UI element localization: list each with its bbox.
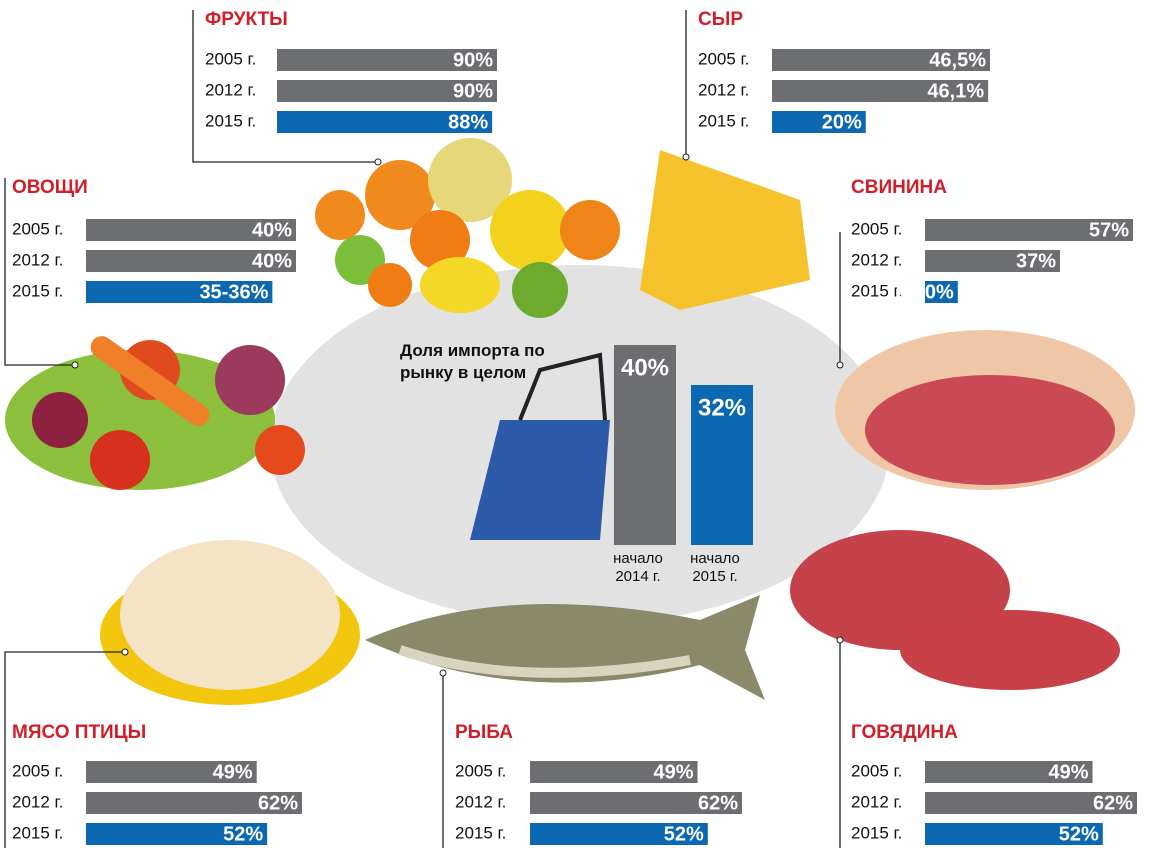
category-label: 2015 г.: [455, 823, 506, 842]
category-label: 2005 г.: [205, 49, 256, 68]
category-box: начало 2014 г.: [610, 550, 680, 594]
value-label: 20%: [822, 111, 862, 133]
value-label: 37%: [1016, 250, 1056, 272]
value-label: 40%: [252, 250, 292, 272]
value-label: 8-10%: [896, 281, 954, 303]
category-box: начало 2015 г.: [687, 550, 757, 594]
category-label: 2005 г.: [455, 761, 506, 780]
value-label: 88%: [448, 111, 488, 133]
cheese-illustration: [640, 150, 810, 310]
value-label: 32%: [698, 394, 746, 421]
category-label: 2012 г.: [12, 250, 63, 269]
value-label: 46,1%: [927, 80, 984, 102]
category-label: 2015 г.: [12, 281, 63, 300]
category-label: 2012 г.: [851, 250, 902, 269]
category-label: 2012 г.: [455, 792, 506, 811]
category-label: 2005 г.: [851, 219, 902, 238]
category-label: 2005 г.: [851, 761, 902, 780]
chart-title: СВИНИНА: [851, 177, 947, 198]
category-label: 2015 г.: [12, 823, 63, 842]
category-label: 2012 г.: [851, 792, 902, 811]
chart-title: МЯСО ПТИЦЫ: [12, 722, 146, 743]
chart-title: ФРУКТЫ: [205, 9, 288, 30]
value-label: 49%: [1049, 761, 1089, 783]
pork-illustration: [835, 330, 1135, 490]
value-label: 62%: [1093, 792, 1133, 814]
category-label: 2015 г.: [698, 111, 749, 130]
value-label: 52%: [664, 823, 704, 845]
value-label: 40%: [621, 354, 669, 381]
chart-title: ГОВЯДИНА: [851, 722, 958, 743]
category-label: 2005 г.: [12, 761, 63, 780]
value-label: 57%: [1089, 219, 1129, 241]
value-label: 49%: [213, 761, 253, 783]
value-label: 62%: [258, 792, 298, 814]
poultry-illustration: [100, 540, 360, 705]
category-label: 2012 г.: [12, 792, 63, 811]
value-label: 90%: [453, 49, 493, 71]
value-label: 52%: [1059, 823, 1099, 845]
value-label: 52%: [223, 823, 263, 845]
category-label: 2015 г.: [205, 111, 256, 130]
value-label: 40%: [252, 219, 292, 241]
value-label: 35-36%: [199, 281, 268, 303]
page: {"chart_data": [ {"type": "bar", "orient…: [0, 0, 1157, 848]
category-label: начало 2014 г.: [610, 550, 666, 586]
category-label: 2005 г.: [12, 219, 63, 238]
value-label: 90%: [453, 80, 493, 102]
category-label: 2015 г.: [851, 281, 902, 300]
chart-title: ОВОЩИ: [12, 177, 88, 198]
infographic: ФРУКТЫ 2005 г. 90% 2012 г. 90% 2015 г. 88% СЫР 2…: [0, 0, 1157, 848]
value-label: 49%: [654, 761, 694, 783]
chart-title: РЫБА: [455, 722, 513, 743]
fish-illustration: [365, 595, 765, 700]
category-label: 2005 г.: [698, 49, 749, 68]
chart-title-box: Доля импорта по рынку в целом: [400, 340, 570, 420]
value-label: 62%: [698, 792, 738, 814]
chart-title: СЫР: [698, 9, 743, 30]
value-label: 46,5%: [929, 49, 986, 71]
chart-title: Доля импорта по рынку в целом: [400, 340, 560, 384]
category-label: начало 2015 г.: [687, 550, 743, 586]
category-label: 2015 г.: [851, 823, 902, 842]
category-label: 2012 г.: [698, 80, 749, 99]
category-label: 2012 г.: [205, 80, 256, 99]
vegetables-illustration: [5, 332, 305, 490]
